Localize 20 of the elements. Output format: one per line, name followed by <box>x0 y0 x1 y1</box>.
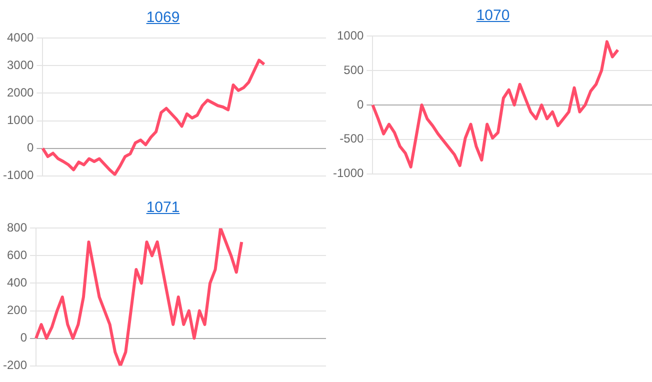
y-tick-label: 4000 <box>6 30 34 45</box>
y-tick-label: 0 <box>357 97 364 112</box>
y-tick-label: 0 <box>27 140 34 155</box>
y-tick-label: 400 <box>6 276 28 290</box>
y-tick-label: 600 <box>6 248 28 262</box>
y-tick-label: -1000 <box>332 166 364 180</box>
y-tick-label: 1000 <box>6 113 34 128</box>
chart-title: 1069 <box>145 8 181 28</box>
y-tick-label: 3000 <box>6 58 34 72</box>
chart-title: 1071 <box>145 198 181 218</box>
y-tick-label: -1000 <box>2 168 34 182</box>
chart-title: 1070 <box>475 6 511 26</box>
y-tick-label: 2000 <box>6 86 34 100</box>
y-tick-label: 0 <box>20 330 28 345</box>
y-tick-label: 800 <box>6 220 28 235</box>
y-tick-label: 200 <box>6 303 28 318</box>
y-tick-label: -500 <box>340 132 364 146</box>
y-tick-label: 1000 <box>336 28 364 43</box>
y-tick-label: 500 <box>344 62 364 77</box>
y-tick-label: -200 <box>2 358 28 372</box>
